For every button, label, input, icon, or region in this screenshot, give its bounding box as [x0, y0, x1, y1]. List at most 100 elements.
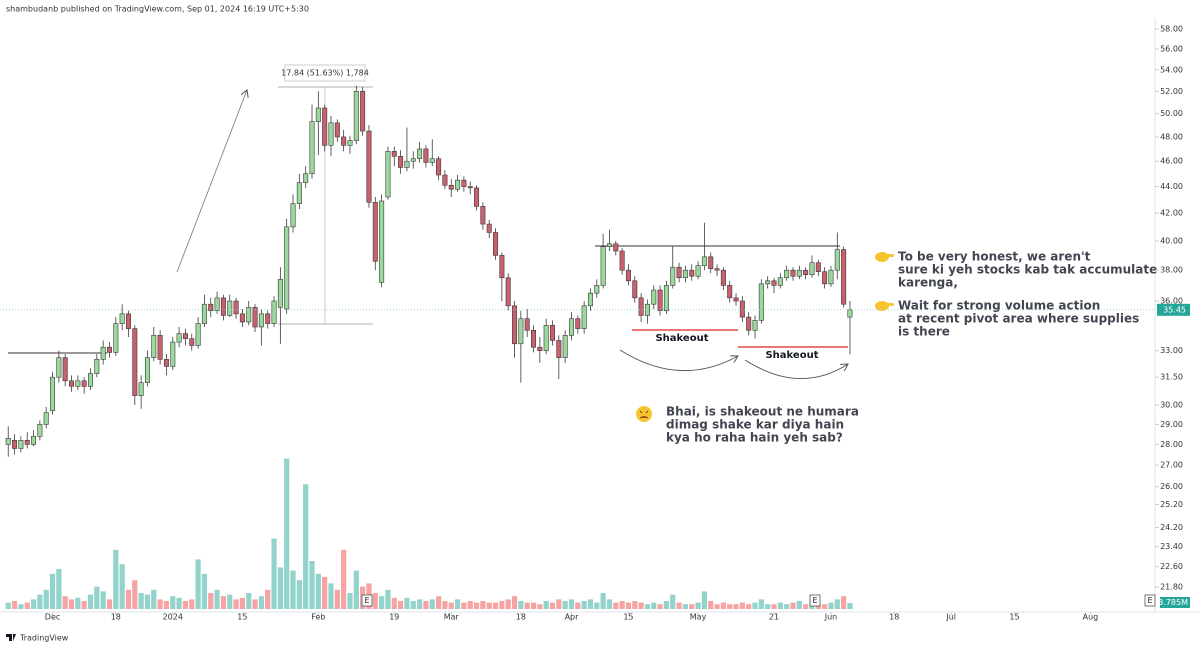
candle-body — [442, 174, 448, 186]
candle-body — [822, 271, 828, 285]
candle-body — [353, 90, 359, 141]
candle-body — [227, 300, 233, 316]
volume-bar — [125, 589, 132, 609]
candle-body — [531, 329, 537, 348]
measure-box — [284, 64, 366, 82]
volume-bar — [682, 604, 689, 609]
candle-body — [125, 313, 131, 329]
candle-body — [461, 179, 467, 187]
volume-bar — [461, 602, 467, 609]
y-tick-label: 50.00 — [1160, 109, 1183, 118]
annotation-text: karenga, — [898, 276, 958, 290]
candle-body — [372, 202, 378, 262]
volume-bar — [587, 599, 594, 609]
volume-bar — [632, 601, 638, 609]
trend-arrow — [176, 90, 247, 273]
volume-bar — [841, 596, 847, 609]
candle-body — [398, 155, 404, 168]
candle-body — [455, 179, 461, 190]
volume-bar — [265, 589, 271, 609]
candle-body — [765, 280, 771, 285]
x-tick-label: 15 — [237, 613, 247, 622]
volume-bar — [834, 599, 840, 609]
volume-bar — [480, 601, 486, 609]
volume-bar — [347, 593, 353, 609]
volume-bar — [442, 601, 448, 609]
shakeout-label: Shakeout — [765, 350, 818, 361]
x-tick-label: 19 — [389, 613, 399, 622]
volume-bar — [404, 597, 410, 609]
candle-body — [151, 335, 157, 358]
volume-bar — [284, 458, 290, 609]
volume-bar — [822, 604, 828, 609]
candle-body — [163, 359, 169, 367]
volume-bar — [701, 591, 707, 609]
volume-bar — [765, 604, 771, 609]
volume-bar — [435, 596, 442, 609]
y-tick-label: 33.00 — [1160, 346, 1183, 355]
volume-bar — [144, 594, 151, 609]
volume-bar — [151, 589, 157, 609]
volume-bar — [556, 599, 562, 609]
annotation-text: Bhai, is shakeout ne humara — [666, 405, 859, 419]
candle-body — [119, 313, 125, 324]
candle-body — [625, 269, 631, 282]
volume-bar — [334, 589, 340, 609]
volume-bar — [138, 593, 144, 609]
volume-bar — [543, 601, 549, 609]
candle-body — [701, 256, 707, 267]
y-tick-label: 48.00 — [1160, 132, 1183, 141]
candle-body — [739, 300, 745, 318]
candle-body — [543, 325, 549, 351]
candle-body — [467, 186, 473, 189]
volume-bar — [847, 602, 853, 609]
annotation-text: is there — [898, 325, 950, 339]
candle-body — [695, 265, 701, 277]
annotation-text: Wait for strong volume action — [898, 299, 1100, 313]
candle-body — [493, 232, 499, 256]
volume-bar — [784, 604, 790, 609]
candle-body — [847, 309, 853, 318]
volume-bar — [100, 591, 106, 609]
y-tick-label: 54.00 — [1160, 65, 1183, 74]
volume-bar — [309, 561, 315, 609]
candle-body — [657, 289, 663, 311]
volume-bar — [391, 597, 397, 609]
candle-body — [81, 380, 87, 387]
earnings-marker-label: E — [364, 596, 369, 605]
candle-body — [252, 307, 258, 328]
volume-bar — [56, 569, 62, 609]
candle-body — [651, 289, 657, 305]
candle-body — [265, 313, 271, 324]
volume-bar — [530, 602, 537, 609]
volume-bar — [568, 599, 575, 609]
candle-body — [37, 424, 43, 437]
volume-bar — [106, 599, 113, 609]
candle-body — [499, 255, 505, 279]
annotation-text: sure ki yeh stocks kab tak accumulate — [898, 263, 1157, 277]
y-tick-label: 23.40 — [1160, 542, 1183, 551]
candle-body — [284, 226, 290, 310]
volume-bar — [594, 602, 600, 609]
volume-bar — [119, 564, 125, 609]
curved-arrow — [744, 359, 848, 379]
volume-bar — [87, 594, 94, 609]
volume-bar — [771, 604, 777, 609]
annotation-text: To be very honest, we aren't — [898, 250, 1091, 264]
candle-body — [322, 107, 328, 146]
candle-body — [746, 316, 752, 331]
volume-bar — [549, 602, 556, 609]
x-tick-label: Feb — [311, 613, 325, 622]
candle-body — [258, 313, 264, 328]
candle-body — [18, 440, 24, 449]
volume-bar — [708, 601, 714, 609]
candle-body — [391, 151, 397, 157]
candle-body — [834, 249, 840, 271]
candle-body — [594, 285, 600, 294]
volume-bar — [752, 602, 758, 609]
candle-body — [720, 269, 726, 286]
y-tick-label: 42.00 — [1160, 209, 1183, 218]
tired-face-icon — [636, 406, 652, 422]
candle-body — [182, 333, 188, 339]
candle-body — [176, 333, 182, 343]
